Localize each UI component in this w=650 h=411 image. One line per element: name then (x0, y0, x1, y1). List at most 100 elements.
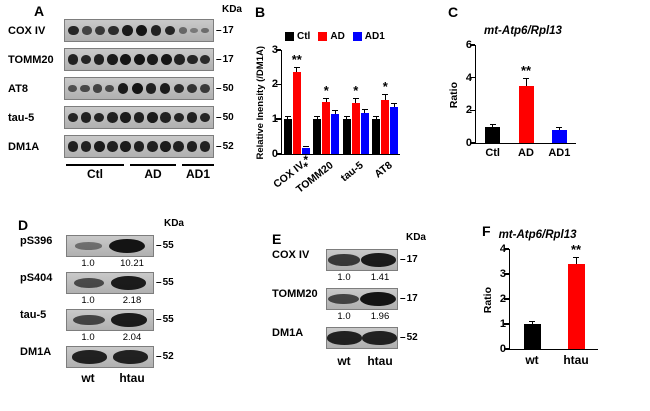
protein-band (146, 112, 158, 123)
y-tick (470, 76, 475, 79)
plot-area: Ctl ** AD AD1 (470, 44, 576, 159)
protein-band (93, 112, 105, 123)
blot-row: tau-5 1.0 2.04 55 (14, 309, 259, 343)
y-axis: 0 1 2 3 4 (494, 243, 509, 355)
protein-band (108, 25, 119, 36)
lane-groups: Ctl AD AD1 (64, 164, 214, 181)
y-axis: 0 1 2 3 (266, 44, 281, 160)
error-bar (355, 98, 357, 104)
protein-band (120, 54, 132, 65)
kda-marker: 55 (156, 314, 174, 325)
protein-label: TOMM20 (8, 53, 54, 66)
y-tick-label: 3 (499, 268, 506, 280)
protein-band (327, 254, 361, 266)
western-blot (326, 288, 398, 310)
value: 1.41 (370, 271, 390, 283)
error-bar (525, 77, 527, 86)
significance-marker: ** (570, 241, 582, 257)
value: 1.0 (81, 257, 95, 269)
kda-marker: 50 (216, 83, 234, 94)
blot-column: 1.0 1.96 (326, 288, 398, 322)
protein-band (92, 84, 103, 93)
protein-band (67, 54, 79, 65)
quantification-values: 1.0 1.41 (326, 271, 398, 283)
quantification-values: 1.0 10.21 (66, 257, 154, 269)
protein-band (186, 112, 198, 123)
chart-wrap: Relative Inensity (/DM1A) 0 1 2 3 ** * * COX IV… (255, 44, 447, 195)
bar-AD (292, 72, 301, 154)
protein-band (174, 54, 185, 65)
protein-band (146, 141, 158, 152)
blot-row: DM1A 52 (6, 135, 246, 158)
y-tick (504, 248, 509, 250)
western-blot (64, 106, 214, 129)
protein-band (80, 112, 92, 123)
error-bar-cap (284, 115, 291, 117)
x-tick-label: Ctl (485, 147, 500, 159)
error-bar (287, 115, 289, 120)
error-bar (346, 115, 348, 120)
value: 2.18 (122, 294, 142, 306)
bar-Ctl (342, 119, 351, 154)
group-label-ctl: Ctl (66, 164, 124, 181)
bar-AD1 (390, 106, 399, 154)
protein-band (327, 331, 362, 345)
quantification-values: 1.0 1.96 (326, 310, 398, 322)
significance-marker: * (353, 83, 359, 99)
y-tick-label: 1 (271, 113, 278, 126)
protein-band (327, 293, 360, 305)
protein-band (110, 276, 147, 290)
group-label-ad: AD (130, 164, 176, 181)
y-tick (470, 109, 475, 112)
quantification-values: 1.0 2.04 (66, 331, 154, 343)
error-bar-cap (293, 67, 300, 69)
panel-e: E KDa COX IV 1.0 1.41 17 TOMM20 1.0 1.96 (268, 232, 473, 368)
x-tick-label: AD (518, 147, 534, 159)
protein-band (201, 27, 210, 34)
error-bar (375, 115, 377, 120)
y-tick-label: 0 (271, 147, 278, 160)
value: 10.21 (120, 257, 144, 269)
x-tick-label: htau (563, 353, 589, 367)
chart-title: mt-Atp6/Rpl13 (498, 229, 577, 241)
protein-band (200, 54, 211, 65)
protein-band (159, 83, 171, 94)
kda-marker: 52 (156, 351, 174, 362)
significance-marker: ** (303, 152, 309, 174)
protein-band (72, 350, 108, 364)
protein-band (178, 27, 187, 34)
bar-AD (351, 103, 360, 154)
protein-band (74, 242, 102, 250)
error-bar-cap (332, 110, 339, 112)
y-tick (276, 83, 281, 86)
y-tick-label: 6 (465, 39, 472, 51)
y-tick-label: 0 (499, 343, 506, 355)
protein-band (190, 27, 199, 34)
error-bar-cap (391, 102, 398, 104)
y-tick-label: 1 (499, 318, 506, 330)
significance-marker: ** (520, 62, 532, 78)
bar-Ctl (485, 126, 501, 143)
chart-title: mt-Atp6/Rpl13 (484, 25, 562, 37)
y-axis-label: Relative Inensity (/DM1A) (255, 46, 266, 160)
blot-row: COX IV 17 (6, 19, 246, 42)
protein-band (145, 83, 157, 94)
protein-band (200, 84, 210, 93)
kda-marker: 55 (156, 277, 174, 288)
significance-marker: * (323, 82, 329, 98)
kda-marker: 17 (400, 254, 418, 265)
protein-label: tau-5 (8, 111, 35, 124)
legend-label: AD (330, 31, 345, 42)
bar-AD1 (551, 129, 567, 143)
protein-label: COX IV (8, 24, 46, 37)
chart-wrap: Ratio 0 1 2 3 4 wt ** htau (482, 243, 648, 367)
blot-row: COX IV 1.0 1.41 17 (268, 249, 473, 283)
error-bar (492, 124, 494, 127)
bar-AD1 (301, 147, 310, 154)
y-tick-label: 2 (499, 293, 506, 305)
error-bar (296, 67, 298, 73)
y-tick-label: 4 (465, 71, 472, 84)
western-blot (66, 309, 154, 331)
legend-item: Ctl (285, 31, 310, 42)
